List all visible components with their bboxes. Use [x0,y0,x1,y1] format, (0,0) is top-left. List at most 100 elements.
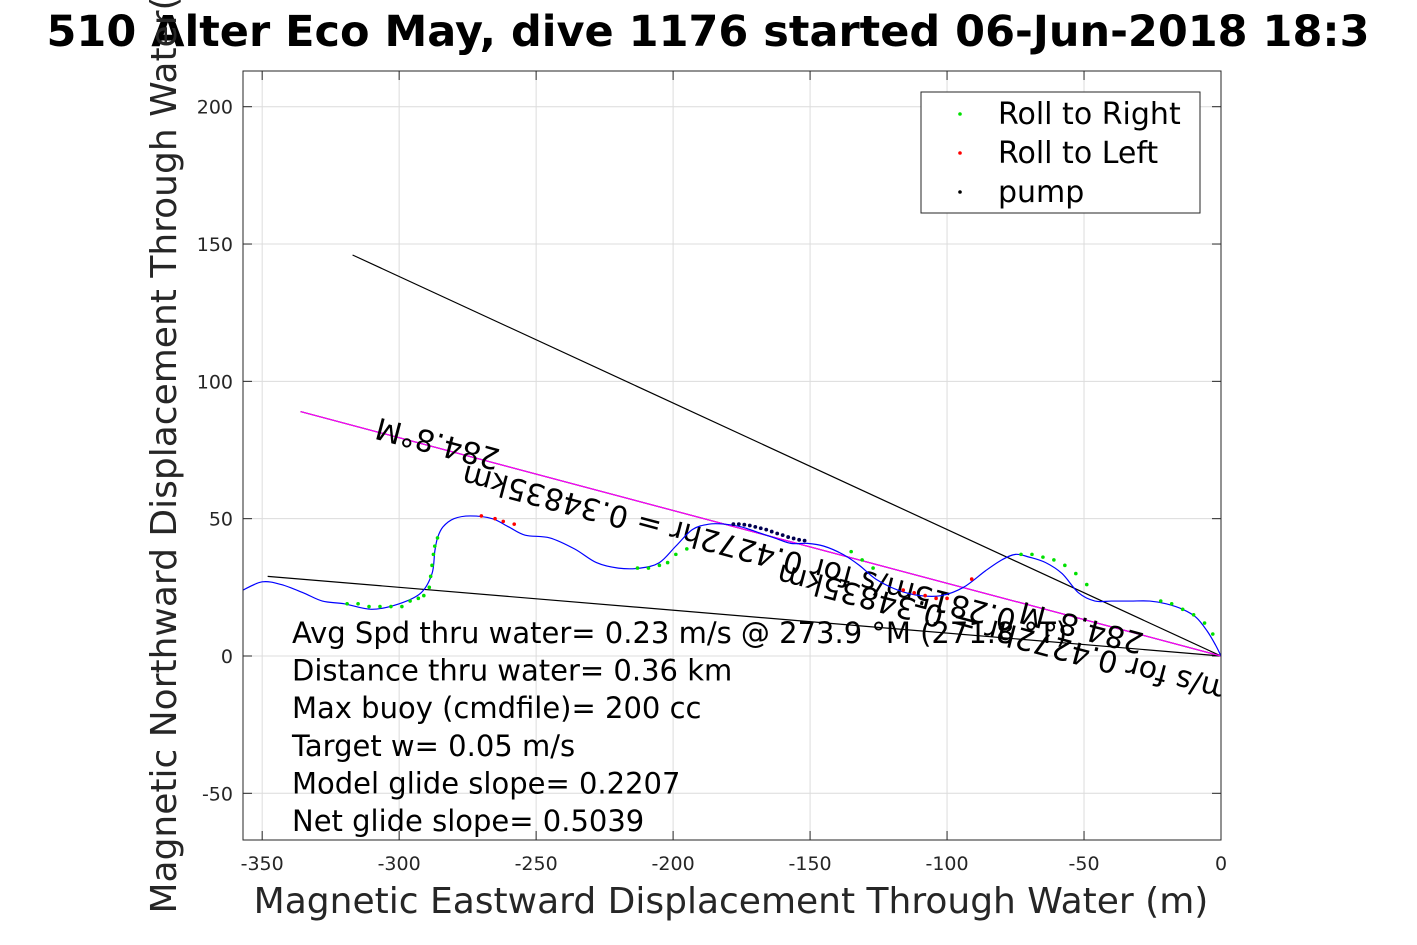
pump-marker [731,522,736,527]
y-axis-label: Magnetic Northward Displacement Through … [144,0,185,914]
roll-right-marker [435,536,440,540]
x-tick-label: -150 [789,853,832,875]
info-line: Max buoy (cmdfile)= 200 cc [292,691,701,725]
y-tick-label: 150 [197,234,233,256]
info-text-block: Avg Spd thru water= 0.23 m/s @ 273.9 °M … [291,616,1067,838]
roll-right-marker [1074,571,1078,576]
roll-right-marker [665,560,670,565]
roll-right-marker [1030,552,1034,557]
roll-left-marker [945,596,949,601]
roll-right-marker [432,544,437,548]
pump-marker [780,533,785,538]
roll-right-marker [1191,612,1196,617]
info-line: Avg Spd thru water= 0.23 m/s @ 273.9 °M … [292,616,1067,650]
pump-marker [758,526,763,531]
roll-right-marker [1041,555,1045,559]
pump-marker [747,523,752,528]
roll-left-marker [501,519,506,524]
roll-right-marker [422,593,426,598]
pump-marker [736,522,741,527]
pump-marker [791,536,796,541]
y-tick-label: 100 [197,371,233,393]
info-line: Model glide slope= 0.2207 [292,766,680,800]
y-tick-label: -50 [202,783,233,805]
roll-right-marker [356,602,360,606]
roll-right-marker [1084,582,1089,587]
roll-right-marker [345,602,349,606]
reference-line [267,575,1221,657]
roll-right-marker [416,596,421,601]
pump-marker [742,522,747,527]
roll-right-marker [674,552,678,557]
roll-right-marker [635,566,640,570]
legend-box [920,91,1201,214]
roll-left-marker [969,577,974,581]
roll-left-marker [912,591,916,595]
roll-left-marker [923,593,927,598]
x-tick-label: -250 [515,853,558,875]
roll-right-marker [1169,602,1174,606]
pump-legend-icon [958,190,962,194]
pump-marker [764,527,769,532]
roll-right-legend-icon [958,112,962,116]
roll-right-marker [400,604,404,609]
y-tick-label: 0 [221,646,233,668]
info-line: Distance thru water= 0.36 km [292,654,732,688]
roll-markers [345,514,1215,636]
x-tick-label: -300 [378,853,421,875]
roll-right-marker [389,604,393,609]
pump-marker [775,531,780,536]
roll-right-marker [1180,607,1185,612]
chart-title: 510 Alter Eco May, dive 1176 started 06-… [46,7,1369,57]
axes-box [242,70,1222,841]
roll-right-marker [871,566,875,570]
roll-left-legend-icon [958,151,962,155]
legend: Roll to Right Roll to Left pump [920,91,1201,214]
pump-marker [753,525,758,529]
pump-marker [797,537,802,542]
roll-right-marker [367,604,371,609]
roll-right-marker [1052,558,1056,562]
roll-right-marker [378,604,382,609]
axis-ticks: -350 -300 -250 -200 -150 -100 -50 0 -50 0 50 100 150… [197,71,1227,875]
roll-left-marker [479,514,484,518]
glider-track-line [243,515,1221,657]
info-line: Net glide slope= 0.5039 [292,804,644,838]
y-tick-label: 50 [209,509,233,531]
roll-right-marker [860,558,864,562]
roll-right-marker [428,574,433,579]
roll-right-marker [646,566,651,570]
roll-right-marker [1210,632,1215,636]
x-tick-label: -100 [925,853,968,875]
y-tick-label: 200 [197,97,233,119]
x-tick-label: -50 [1069,853,1100,875]
x-tick-label: -350 [241,853,284,875]
roll-left-marker [901,588,906,592]
pump-marker [802,538,807,543]
legend-label: Roll to Right [998,97,1181,132]
roll-right-marker [430,563,434,568]
track-series [243,515,1221,657]
x-axis-label: Magnetic Eastward Displacement Through W… [254,881,1209,922]
roll-right-marker [657,563,662,568]
reference-line [352,254,1221,657]
pump-marker [786,535,791,539]
roll-right-marker [849,549,853,554]
x-tick-label: 0 [1215,853,1227,875]
legend-label: Roll to Left [998,136,1158,171]
roll-right-marker [1019,552,1023,557]
roll-left-marker [493,516,497,521]
roll-right-marker [1063,563,1067,568]
roll-right-marker [684,547,689,551]
roll-right-marker [1202,621,1207,625]
info-line: Target w= 0.05 m/s [291,729,575,763]
roll-right-marker [427,585,432,590]
x-tick-label: -200 [652,853,695,875]
roll-right-marker [431,552,436,557]
pump-marker [769,529,774,534]
roll-left-marker [934,596,938,601]
legend-label: pump [998,175,1084,210]
roll-left-marker [512,522,517,526]
roll-right-marker [408,599,412,603]
